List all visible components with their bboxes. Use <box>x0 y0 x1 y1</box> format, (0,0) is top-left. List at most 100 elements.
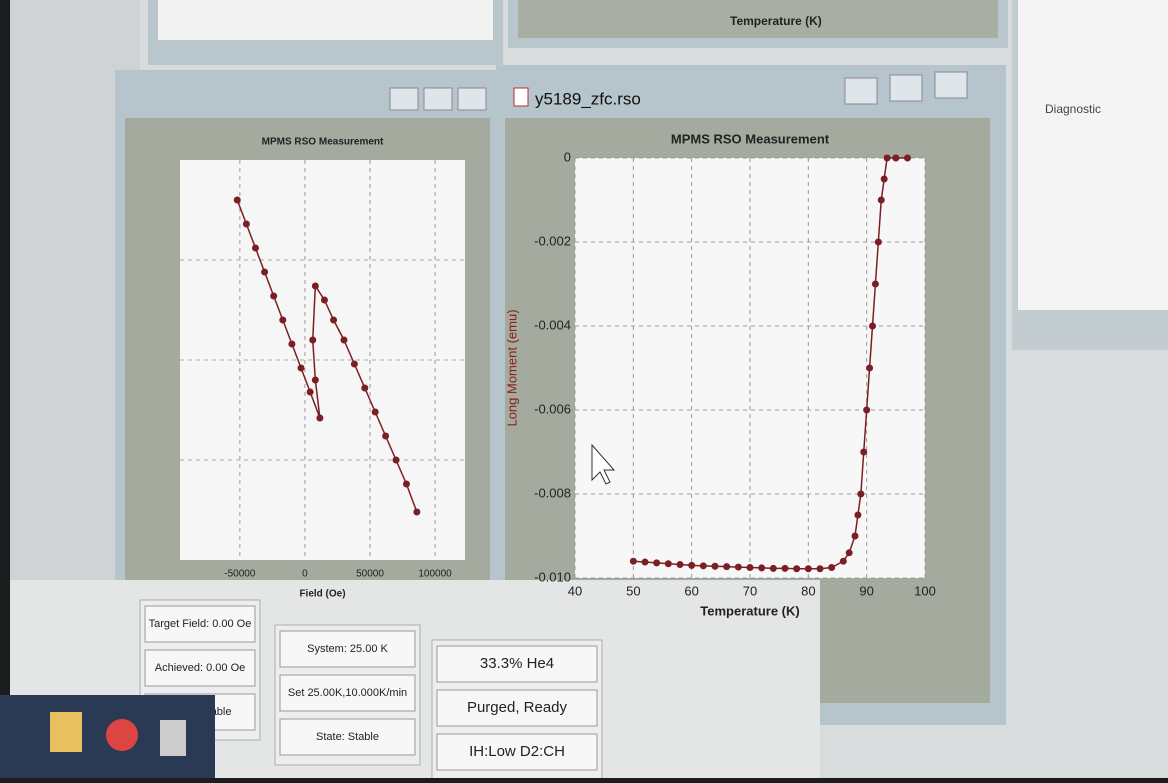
data-point <box>758 564 765 571</box>
top-x-label: Temperature (K) <box>730 14 822 28</box>
y-tick-label: -0.002 <box>534 233 571 248</box>
status-text: Purged, Ready <box>467 699 568 716</box>
maximize-button[interactable] <box>890 75 922 101</box>
sidebar-content <box>1018 0 1168 310</box>
data-point <box>413 509 420 516</box>
data-point <box>869 323 876 330</box>
x-tick-label: 100000 <box>418 569 452 580</box>
data-point <box>372 409 379 416</box>
y-tick-label: -0.010 <box>534 569 571 584</box>
data-point <box>892 155 899 162</box>
file-icon <box>514 88 528 106</box>
browser-icon[interactable] <box>106 719 138 751</box>
data-point <box>735 564 742 571</box>
data-point <box>828 564 835 571</box>
close-button[interactable] <box>458 88 486 110</box>
x-tick-label: -50000 <box>224 569 256 580</box>
data-point <box>642 559 649 566</box>
chart-title: MPMS RSO Measurement <box>262 137 384 148</box>
y-axis-label: Long Moment (emu) <box>504 309 519 426</box>
data-point <box>782 565 789 572</box>
data-point <box>805 565 812 572</box>
y-tick-label: 0 <box>564 149 571 164</box>
minimize-button[interactable] <box>390 88 418 110</box>
data-point <box>653 559 660 566</box>
data-point <box>884 155 891 162</box>
data-point <box>288 341 295 348</box>
screen-photo: Temperature (K) Diagnostic y5189_zfc.rso… <box>0 0 1168 778</box>
x-tick-label: 100 <box>914 583 936 598</box>
data-point <box>846 549 853 556</box>
chart-title: MPMS RSO Measurement <box>671 131 830 146</box>
x-tick-label: 70 <box>743 583 757 598</box>
status-text: State: Stable <box>316 731 379 743</box>
data-point <box>770 565 777 572</box>
status-text: Target Field: 0.00 Oe <box>149 618 252 630</box>
close-button[interactable] <box>935 72 967 98</box>
data-point <box>852 533 859 540</box>
data-point <box>863 407 870 414</box>
x-tick-label: 50 <box>626 583 640 598</box>
x-tick-label: 90 <box>859 583 873 598</box>
data-point <box>270 293 277 300</box>
y-tick-label: -0.006 <box>534 401 571 416</box>
data-point <box>382 433 389 440</box>
data-point <box>866 365 873 372</box>
folder-icon[interactable] <box>50 712 82 752</box>
x-tick-label: 80 <box>801 583 815 598</box>
status-text: Achieved: 0.00 Oe <box>155 662 246 674</box>
app-icon[interactable] <box>160 720 186 756</box>
data-point <box>854 512 861 519</box>
data-point <box>361 385 368 392</box>
data-point <box>393 457 400 464</box>
x-tick-label: 60 <box>684 583 698 598</box>
data-point <box>630 558 637 565</box>
y-tick-label: -0.008 <box>534 485 571 500</box>
data-point <box>279 317 286 324</box>
data-point <box>860 449 867 456</box>
top-left-content <box>158 0 493 40</box>
x-axis-label: Temperature (K) <box>700 603 799 618</box>
data-point <box>665 560 672 567</box>
screen: Temperature (K) Diagnostic y5189_zfc.rso… <box>0 0 1168 778</box>
status-text: IH:Low D2:CH <box>469 743 565 760</box>
y-tick-label: -0.004 <box>534 317 571 332</box>
data-point <box>309 337 316 344</box>
data-point <box>857 491 864 498</box>
minimize-button[interactable] <box>845 78 877 104</box>
data-point <box>312 377 319 384</box>
data-point <box>840 558 847 565</box>
data-point <box>878 197 885 204</box>
data-point <box>312 283 319 290</box>
data-point <box>234 197 241 204</box>
data-point <box>403 481 410 488</box>
data-point <box>688 562 695 569</box>
status-text: System: 25.00 K <box>307 643 388 655</box>
data-point <box>712 563 719 570</box>
data-point <box>904 155 911 162</box>
window-title: y5189_zfc.rso <box>535 89 641 108</box>
data-point <box>700 562 707 569</box>
data-point <box>261 269 268 276</box>
maximize-button[interactable] <box>424 88 452 110</box>
data-point <box>793 565 800 572</box>
data-point <box>817 565 824 572</box>
status-text: 33.3% He4 <box>480 655 554 672</box>
data-point <box>875 239 882 246</box>
data-point <box>252 245 259 252</box>
data-point <box>321 297 328 304</box>
sidebar-item[interactable]: Diagnostic <box>1045 102 1101 116</box>
x-tick-label: 50000 <box>356 569 384 580</box>
data-point <box>330 317 337 324</box>
data-point <box>307 389 314 396</box>
data-point <box>677 561 684 568</box>
status-text: Set 25.00K,10.000K/min <box>288 687 407 699</box>
x-tick-label: 40 <box>568 583 582 598</box>
data-point <box>747 564 754 571</box>
data-point <box>881 176 888 183</box>
data-point <box>872 281 879 288</box>
x-tick-label: 0 <box>302 569 308 580</box>
data-point <box>316 415 323 422</box>
data-point <box>351 361 358 368</box>
data-point <box>723 563 730 570</box>
